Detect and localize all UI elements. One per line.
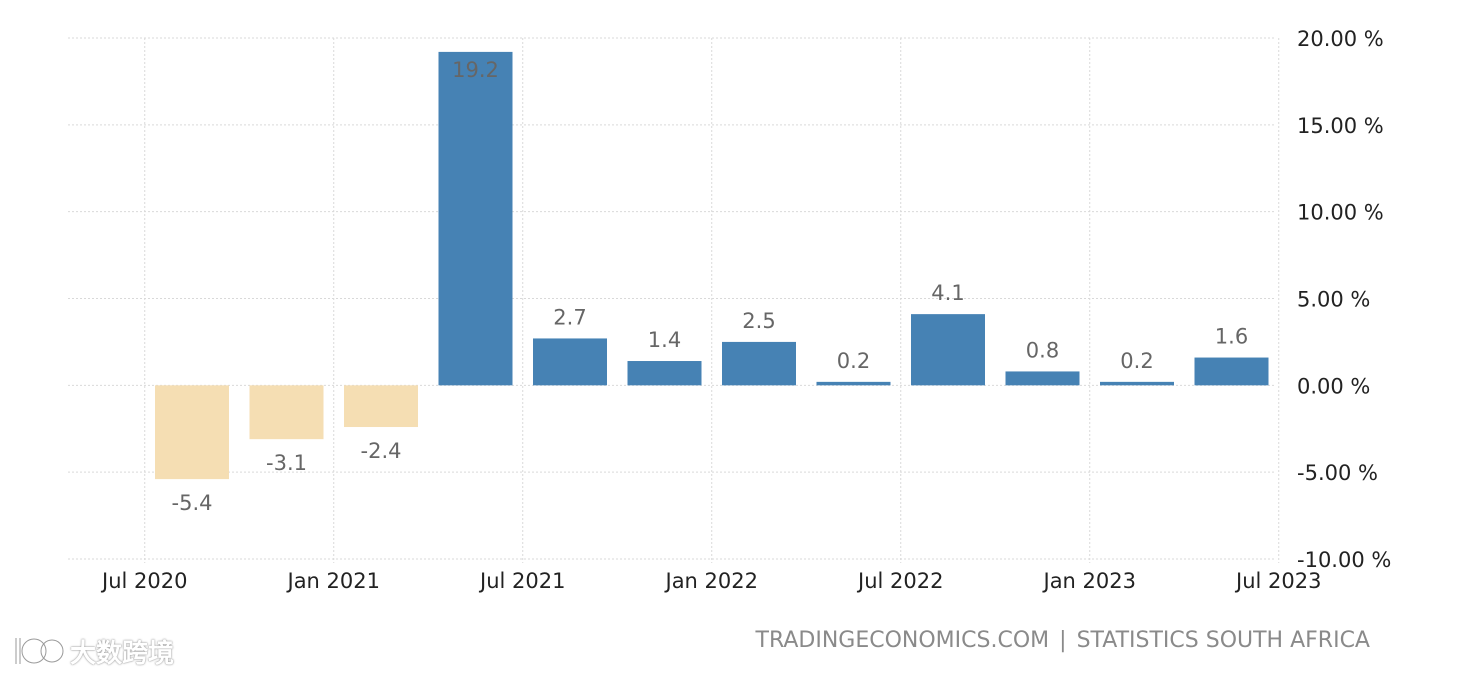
y-tick-label: 20.00 %	[1297, 27, 1384, 51]
data-label: 0.2	[837, 349, 870, 373]
bar-q2-2022[interactable]	[816, 381, 891, 386]
x-tick-label: Jul 2021	[478, 569, 565, 593]
bar-q4-2022[interactable]	[1005, 371, 1080, 386]
x-tick-label: Jul 2020	[100, 569, 187, 593]
source-separator: |	[1059, 628, 1067, 653]
data-label: 0.2	[1120, 349, 1153, 373]
x-tick-label: Jul 2022	[856, 569, 943, 593]
watermark: 大数跨境	[10, 632, 174, 670]
bar-q4-2021[interactable]	[627, 361, 702, 386]
bar-q3-2022[interactable]	[911, 314, 985, 386]
data-label: 4.1	[931, 281, 964, 305]
watermark-text: 大数跨境	[70, 638, 175, 669]
grid-layer	[68, 37, 1280, 563]
bar-layer	[155, 51, 1269, 480]
y-axis: 20.00 % 15.00 % 10.00 % 5.00 % 0.00 % -5.00 %…	[1297, 27, 1391, 572]
data-label-layer: -5.4 -3.1 -2.4 19.2 2.7 1.4 2.5 0.2 4.1 0.8 0.2 1.6	[172, 58, 1249, 515]
data-label: 2.7	[553, 305, 586, 329]
chat-bubble-logo-icon	[15, 638, 64, 664]
bar-q2-2023[interactable]	[1194, 357, 1269, 386]
data-label: -3.1	[266, 451, 307, 475]
y-tick-label: 5.00 %	[1297, 288, 1370, 312]
y-tick-label: 15.00 %	[1297, 114, 1384, 138]
data-label: 2.5	[742, 309, 775, 333]
data-label: 0.8	[1026, 338, 1059, 362]
data-label: 19.2	[452, 58, 499, 82]
bar-q3-2020[interactable]	[155, 385, 229, 480]
x-tick-label: Jan 2023	[1042, 569, 1137, 593]
y-tick-label: -10.00 %	[1297, 548, 1391, 572]
x-tick-label: Jan 2022	[664, 569, 759, 593]
data-label: -2.4	[361, 439, 402, 463]
source-agency: STATISTICS SOUTH AFRICA	[1076, 628, 1370, 653]
bar-q1-2022[interactable]	[722, 341, 796, 386]
bar-q1-2021[interactable]	[344, 385, 418, 428]
y-tick-label: 0.00 %	[1297, 374, 1370, 398]
x-tick-label: Jan 2021	[286, 569, 381, 593]
x-axis: Jul 2020 Jan 2021 Jul 2021 Jan 2022 Jul 2022…	[100, 569, 1321, 593]
x-tick-label: Jul 2023	[1234, 569, 1321, 593]
y-tick-label: 10.00 %	[1297, 201, 1384, 225]
data-label: 1.6	[1215, 325, 1248, 349]
bar-q3-2021[interactable]	[533, 338, 607, 386]
bar-q2-2021[interactable]	[438, 51, 513, 386]
y-tick-label: -5.00 %	[1297, 461, 1378, 485]
source-site-link[interactable]: TRADINGECONOMICS.COM	[755, 628, 1050, 653]
data-label: -5.4	[172, 491, 213, 515]
source-attribution: TRADINGECONOMICS.COM | STATISTICS SOUTH AF…	[756, 628, 1370, 653]
bar-q1-2023[interactable]	[1100, 381, 1174, 386]
bar-q4-2020[interactable]	[249, 385, 324, 440]
data-label: 1.4	[648, 328, 681, 352]
